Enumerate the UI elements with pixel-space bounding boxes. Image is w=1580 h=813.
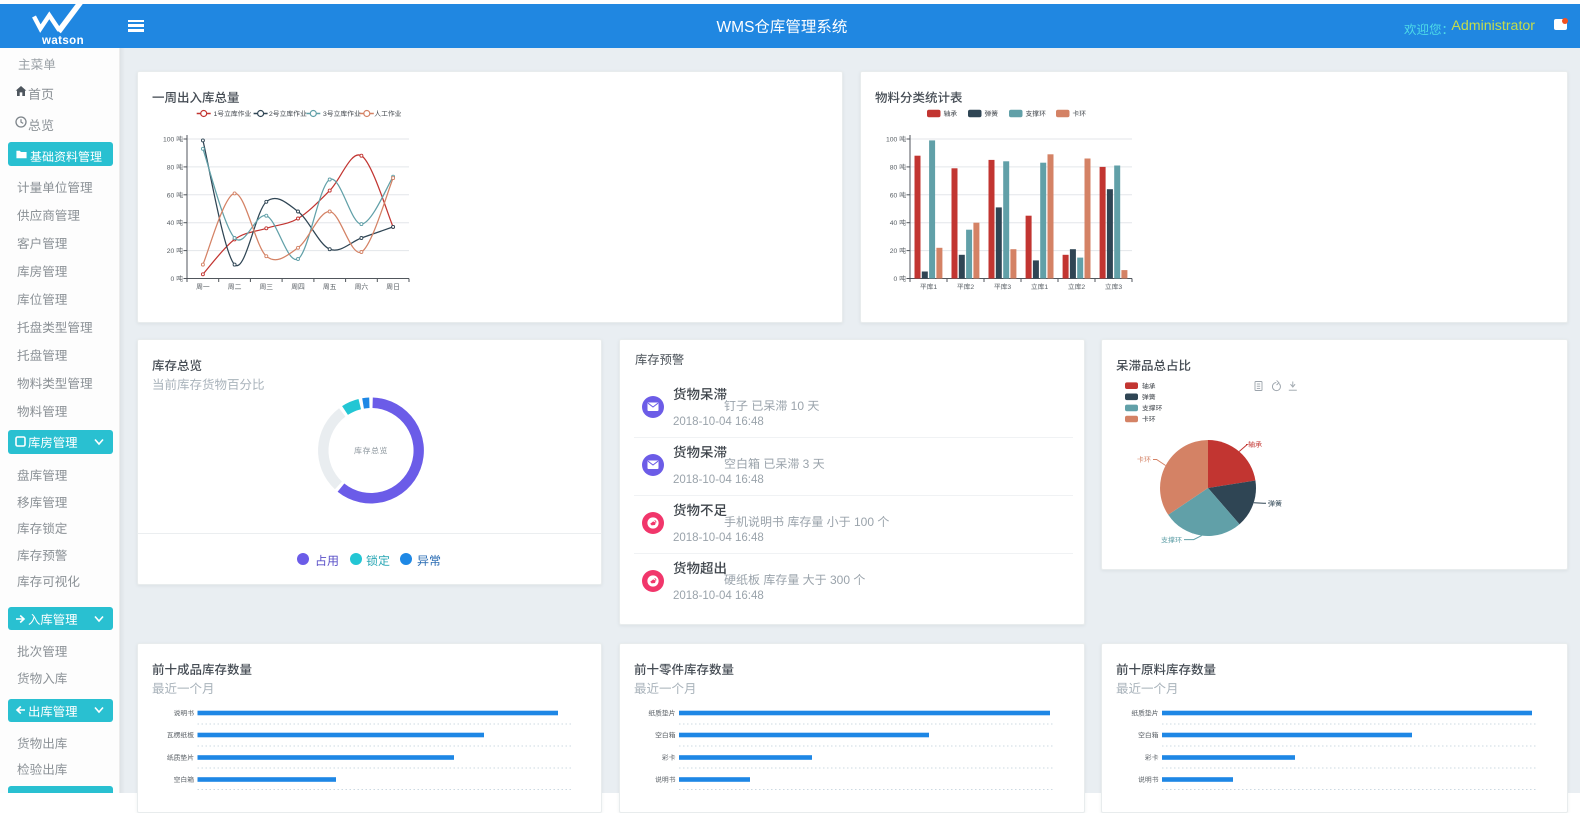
svg-text:周四: 周四 [291, 283, 305, 291]
svg-text:40 吨: 40 吨 [167, 219, 183, 227]
svg-text:弹簧: 弹簧 [1142, 394, 1156, 402]
svg-text:80 吨: 80 吨 [890, 163, 906, 171]
svg-text:80 吨: 80 吨 [167, 163, 183, 171]
svg-text:100 吨: 100 吨 [163, 136, 183, 144]
svg-text:40 吨: 40 吨 [890, 219, 906, 227]
svg-text:60 吨: 60 吨 [890, 191, 906, 199]
svg-text:支撑环: 支撑环 [1026, 110, 1047, 118]
svg-text:3号立库作业: 3号立库作业 [323, 110, 361, 118]
svg-text:60 吨: 60 吨 [167, 191, 183, 199]
svg-text:库存总览: 库存总览 [354, 447, 388, 456]
svg-text:周日: 周日 [386, 283, 400, 291]
svg-text:1号立库作业: 1号立库作业 [214, 110, 252, 118]
svg-text:轴承: 轴承 [1142, 382, 1156, 390]
svg-text:100 吨: 100 吨 [886, 136, 906, 144]
svg-text:周一: 周一 [196, 283, 210, 291]
svg-text:平库1: 平库1 [920, 283, 938, 291]
svg-text:空白箱: 空白箱 [1138, 732, 1159, 740]
svg-text:立库1: 立库1 [1031, 283, 1049, 291]
svg-text:说明书: 说明书 [655, 776, 676, 784]
svg-text:彩卡: 彩卡 [1145, 754, 1159, 762]
svg-text:20 吨: 20 吨 [167, 247, 183, 255]
svg-text:支撑环: 支撑环 [1142, 405, 1163, 413]
svg-text:0 吨: 0 吨 [171, 275, 184, 283]
svg-text:瓦楞纸板: 瓦楞纸板 [167, 732, 194, 740]
svg-text:空白箱: 空白箱 [174, 776, 195, 784]
svg-text:周六: 周六 [355, 282, 369, 291]
svg-text:周二: 周二 [228, 283, 242, 291]
svg-text:周五: 周五 [323, 283, 337, 291]
svg-text:周三: 周三 [260, 283, 274, 291]
svg-text:说明书: 说明书 [1138, 776, 1159, 784]
svg-text:0 吨: 0 吨 [894, 275, 907, 283]
svg-text:立库2: 立库2 [1068, 283, 1086, 291]
svg-text:弹簧: 弹簧 [1268, 500, 1282, 508]
svg-text:纸质垫片: 纸质垫片 [648, 709, 675, 718]
svg-text:说明书: 说明书 [174, 710, 195, 718]
svg-text:卡环: 卡环 [1142, 416, 1156, 424]
svg-text:支撑环: 支撑环 [1161, 536, 1182, 544]
svg-text:弹簧: 弹簧 [985, 110, 999, 118]
svg-text:2号立库作业: 2号立库作业 [269, 110, 307, 118]
svg-text:空白箱: 空白箱 [655, 732, 676, 740]
svg-text:20 吨: 20 吨 [890, 247, 906, 255]
svg-text:立库3: 立库3 [1105, 283, 1123, 291]
svg-text:人工作业: 人工作业 [374, 110, 401, 118]
svg-text:彩卡: 彩卡 [662, 754, 676, 762]
svg-text:平库2: 平库2 [957, 283, 975, 291]
svg-text:平库3: 平库3 [994, 283, 1012, 291]
svg-text:卡环: 卡环 [1137, 456, 1151, 464]
svg-text:纸质垫片: 纸质垫片 [167, 753, 194, 762]
svg-text:轴承: 轴承 [944, 110, 958, 118]
svg-text:纸质垫片: 纸质垫片 [1131, 709, 1158, 718]
svg-text:卡环: 卡环 [1073, 110, 1087, 118]
svg-text:轴承: 轴承 [1248, 441, 1262, 449]
